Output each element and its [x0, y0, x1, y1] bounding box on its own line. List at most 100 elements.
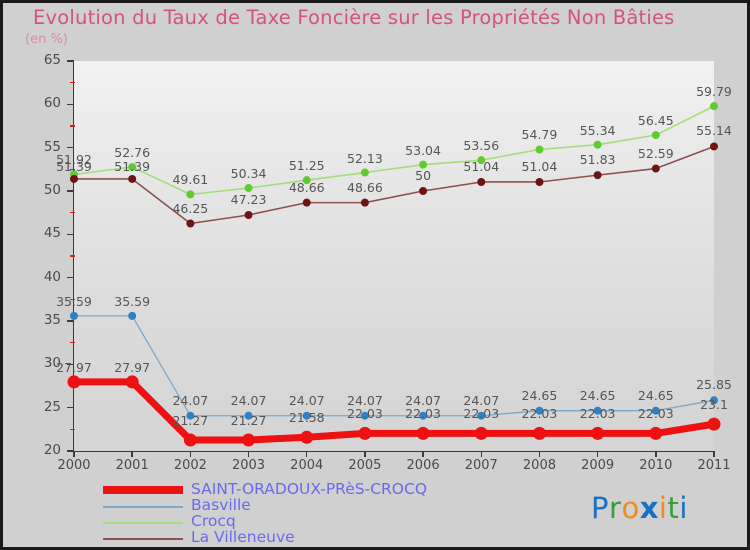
data-point-label: 46.25 [172, 200, 209, 216]
x-tick [655, 451, 657, 457]
y-tick-label: 25 [43, 398, 61, 415]
x-tick [480, 451, 482, 457]
x-tick [189, 451, 192, 457]
y-tick-label: 60 [43, 95, 61, 112]
data-point-label: 27.97 [114, 359, 151, 375]
data-point-label: 51.04 [463, 158, 500, 174]
data-point-label: 52.13 [347, 150, 383, 166]
legend-item[interactable]: Basville [63, 496, 483, 515]
y-tick-minor [70, 298, 75, 300]
data-point-label: 35.59 [114, 293, 151, 309]
data-point-label: 35.59 [56, 293, 92, 309]
y-tick [67, 60, 74, 62]
data-point-label: 52.59 [637, 145, 674, 161]
data-point-label: 22.03 [521, 406, 558, 422]
data-point-label: 49.61 [172, 172, 209, 188]
x-tick-label: 2011 [697, 458, 731, 473]
data-point-label: 55.14 [696, 123, 732, 139]
y-tick-label: 65 [43, 52, 61, 68]
y-tick-label: 30 [43, 355, 61, 372]
data-point-label: 24.65 [637, 387, 674, 403]
y-tick-minor [70, 82, 75, 84]
legend-item[interactable]: La Villeneuve [63, 528, 483, 547]
data-point-label: 24.65 [521, 387, 558, 403]
y-tick-minor [70, 342, 75, 344]
x-tick-label: 2006 [406, 458, 440, 473]
x-tick [364, 451, 366, 457]
logo-letter-r: r [609, 491, 622, 525]
logo-letter-i-second: i [679, 491, 688, 525]
y-tick-minor [70, 255, 75, 257]
data-point-label: 47.23 [230, 192, 267, 207]
data-point-label: 24.07 [463, 392, 500, 408]
data-point-label: 21.58 [288, 410, 325, 426]
data-point-label: 54.79 [521, 127, 558, 143]
y-tick-label: 40 [43, 268, 61, 285]
logo-letter-p: P [591, 491, 609, 525]
logo-letter-x: x [639, 491, 659, 525]
data-point-label: 50 [415, 168, 432, 183]
x-tick-label: 2009 [581, 458, 615, 473]
x-tick-label: 2003 [231, 458, 266, 473]
x-tick [538, 451, 541, 457]
y-tick [67, 146, 74, 149]
y-tick-label: 45 [43, 225, 61, 242]
data-point-label: 25.85 [696, 377, 732, 393]
legend-color-swatch [103, 538, 183, 540]
chart-unit-subtitle: (en %) [25, 32, 68, 47]
data-point-label: 24.07 [230, 392, 267, 408]
data-point-label: 23.1 [700, 397, 728, 413]
data-point-label: 51.92 [56, 152, 92, 168]
legend-label: Basville [191, 496, 251, 514]
data-point-label: 22.03 [347, 406, 383, 422]
data-point-label: 24.07 [288, 392, 325, 408]
data-point-label: 22.03 [637, 406, 674, 422]
data-point-label: 50.34 [230, 166, 267, 182]
x-tick [306, 451, 308, 457]
data-point-label: 51.39 [114, 158, 151, 174]
x-tick-label: 2001 [115, 458, 149, 473]
data-point-label: 24.07 [347, 392, 383, 408]
data-point-label: 48.66 [288, 179, 325, 195]
legend-label: SAINT-ORADOUX-PRèS-CROCQ [191, 480, 428, 498]
data-point-label: 21.27 [230, 412, 267, 428]
y-tick [67, 450, 74, 452]
logo-letter-t: t [667, 491, 680, 525]
x-tick [713, 451, 715, 457]
y-tick-minor [70, 168, 75, 170]
y-tick [67, 233, 74, 236]
y-tick [67, 276, 74, 279]
x-tick [131, 451, 133, 457]
y-tick-minor [70, 428, 75, 430]
y-tick-label: 35 [43, 312, 61, 328]
data-point-label: 53.04 [405, 142, 441, 158]
data-point-label: 51.39 [56, 158, 92, 174]
legend-label: Crocq [191, 512, 236, 530]
legend: SAINT-ORADOUX-PRèS-CROCQ Basville Crocq La … [63, 480, 483, 547]
legend-item[interactable]: SAINT-ORADOUX-PRèS-CROCQ [63, 480, 483, 499]
proxiti-logo[interactable]: Proxiti [591, 491, 688, 525]
x-tick [422, 451, 424, 457]
y-tick [67, 320, 74, 322]
logo-letter-o: o [621, 491, 640, 525]
data-point-label: 24.07 [405, 392, 441, 408]
data-point-label: 55.34 [579, 122, 616, 138]
chart-page: Evolution du Taux de Taxe Foncière sur l… [3, 3, 747, 547]
x-tick-label: 2005 [348, 458, 382, 473]
y-tick [67, 406, 74, 409]
x-tick [596, 451, 599, 457]
legend-color-swatch [103, 506, 183, 508]
data-point-label: 51.83 [579, 152, 616, 168]
data-point-label: 51.25 [288, 158, 325, 174]
x-tick-label: 2007 [464, 458, 498, 473]
x-axis [73, 451, 714, 453]
data-point-label: 22.03 [579, 406, 616, 422]
plot-area [74, 61, 714, 451]
data-point-label: 21.27 [172, 412, 209, 428]
logo-letter-i-first: i [658, 491, 668, 525]
page-title: Evolution du Taux de Taxe Foncière sur l… [33, 6, 675, 29]
data-point-label: 27.97 [56, 359, 92, 375]
y-tick-minor [70, 212, 75, 214]
data-point-label: 53.56 [463, 138, 500, 154]
legend-item[interactable]: Crocq [63, 512, 483, 531]
